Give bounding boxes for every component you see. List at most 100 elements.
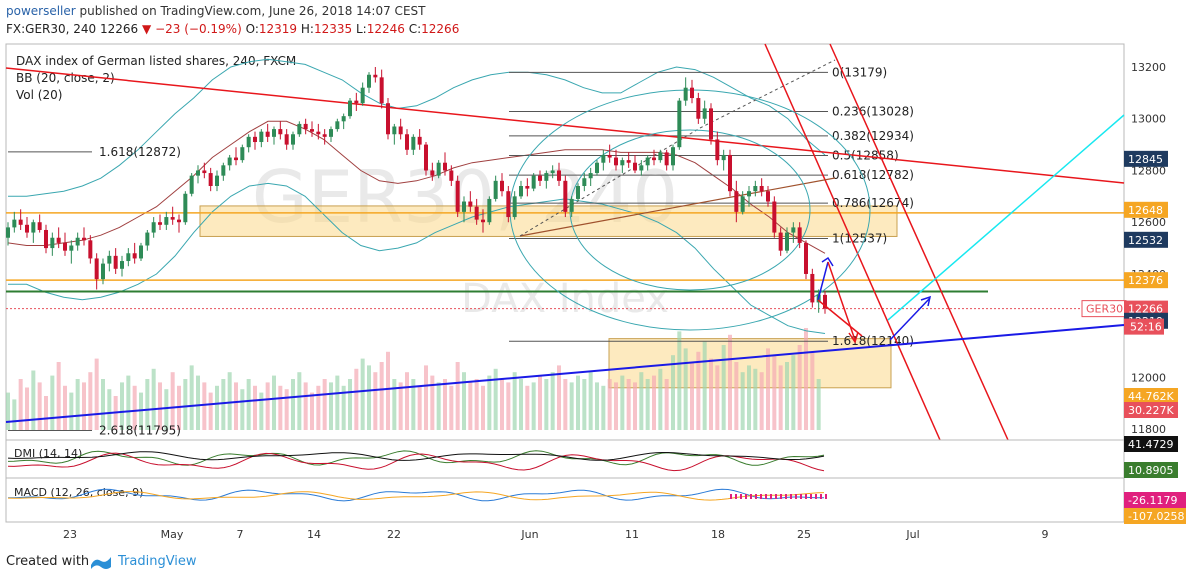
bb-upper-line [8, 58, 826, 197]
candles [6, 67, 827, 314]
author-link[interactable]: powerseller [6, 4, 76, 18]
candle-body [455, 180, 460, 212]
cyan-projection-line [887, 114, 1125, 321]
candle-body [221, 165, 226, 176]
chart-header: powerseller published on TradingView.com… [0, 0, 1190, 42]
volume-bar [785, 362, 789, 430]
volume-bar [677, 331, 682, 430]
change-value: ▼ −23 (−0.19%) [142, 22, 242, 36]
blue-up-arrow-head [821, 256, 834, 267]
volume-bar [202, 382, 207, 430]
candle-body [107, 255, 112, 264]
candle-body [6, 227, 10, 238]
price-badge-box [1124, 150, 1168, 167]
candle-body [265, 131, 270, 137]
volume-bar [373, 372, 378, 430]
volume-bar [734, 362, 739, 430]
candle-body [12, 219, 17, 228]
volume-bar [436, 382, 441, 430]
candle-body [75, 237, 80, 246]
volume-bar [12, 399, 17, 430]
candle-body [753, 186, 758, 192]
countdown-box [1124, 318, 1164, 335]
volume-bar [120, 382, 124, 430]
candle-body [291, 134, 295, 145]
volume-bar [31, 370, 36, 430]
candle-body [392, 126, 397, 135]
candle-body [607, 154, 612, 158]
candle-body [690, 87, 694, 99]
candle-body [259, 131, 264, 143]
volume-bar [715, 365, 720, 430]
candle-body [525, 186, 530, 189]
volume-bar [620, 375, 625, 430]
volume-bar [360, 358, 365, 430]
price-axis[interactable]: 1320013000128001260012400122001200011800 [1131, 61, 1166, 436]
candle-body [576, 186, 580, 199]
volume-bar [25, 387, 29, 430]
volume-bar [44, 396, 48, 430]
price-badge-box [1124, 300, 1168, 317]
volume-bar [227, 372, 232, 430]
time-tick-label: 22 [387, 528, 401, 541]
tradingview-brand-link[interactable]: TradingView [118, 554, 197, 569]
volume-bar [740, 372, 745, 430]
price-tick-label: 11800 [1131, 423, 1166, 436]
volume-bar [468, 382, 473, 430]
candle-body [500, 180, 504, 192]
candle-body [335, 121, 340, 130]
volume-bar [392, 379, 397, 430]
fib-level-label: 0.236(13028) [832, 104, 914, 118]
low-value: 12246 [366, 22, 405, 36]
candle-body [734, 191, 739, 212]
volume-bar [240, 389, 245, 430]
candle-body [778, 232, 783, 251]
volume-bar [158, 382, 162, 430]
volume-badge-label: 30.227K [1128, 404, 1174, 417]
volume-bar [652, 375, 656, 430]
time-axis[interactable]: 23 May 7 14 22 Jun 11 18 25 Jul 9 [63, 528, 1049, 541]
macd-badge-box [1124, 492, 1186, 508]
volume-bar [297, 372, 302, 430]
volume-bar [614, 382, 618, 430]
blue-up-arrow-2-head [920, 295, 932, 307]
candle-body [658, 152, 663, 161]
volume-bar [797, 345, 802, 430]
fib-level-label: 0.5(12858) [832, 148, 899, 162]
volume-bar [6, 392, 10, 430]
volume-bar [804, 328, 808, 430]
candle-body [272, 129, 276, 137]
candle-body [715, 139, 720, 161]
volume-bar [582, 379, 587, 430]
publish-text: published on TradingView.com, June 26, 2… [79, 4, 426, 18]
volume-bar [170, 372, 175, 430]
candle-body [360, 87, 365, 104]
high-value: 12335 [313, 22, 353, 36]
volume-bar [607, 379, 612, 430]
volume-bar [753, 368, 758, 430]
candle-body [246, 136, 251, 148]
price-chart[interactable]: GER30, 240 DAX Index DAX index of German… [0, 0, 1190, 549]
candle-body [810, 273, 815, 303]
candle-body [126, 253, 131, 262]
volume-bar [595, 382, 599, 430]
candle-body [170, 217, 175, 220]
candle-body [183, 193, 188, 223]
candle-body [240, 147, 245, 161]
volume-bar [569, 382, 574, 430]
volume-bar [367, 365, 371, 430]
candle-body [493, 180, 498, 199]
volume-badge-box [1124, 402, 1178, 418]
dashed-fib-line [699, 59, 836, 129]
candle-body [196, 170, 200, 176]
volume-bar [322, 379, 327, 430]
macd-histogram-bar [800, 494, 802, 499]
tradingview-logo-icon[interactable] [89, 551, 113, 577]
macd-histogram-bar [815, 494, 817, 499]
candle-body [645, 157, 650, 166]
volume-bar [50, 375, 55, 430]
candle-body [791, 227, 796, 233]
volume-bar [633, 382, 637, 430]
candle-body [747, 191, 751, 197]
volume-bar [487, 375, 492, 430]
